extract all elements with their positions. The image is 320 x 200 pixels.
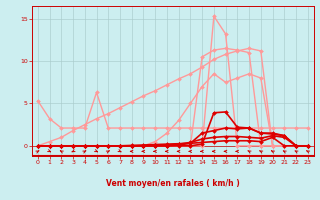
X-axis label: Vent moyen/en rafales ( km/h ): Vent moyen/en rafales ( km/h )	[106, 179, 240, 188]
